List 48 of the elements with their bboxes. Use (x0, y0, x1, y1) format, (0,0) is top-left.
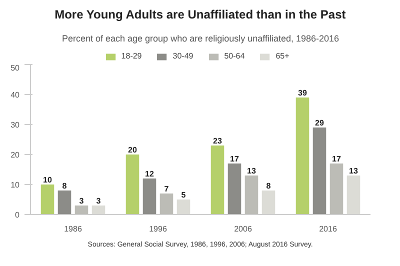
legend-label: 65+ (276, 52, 290, 60)
data-label: 13 (349, 166, 358, 176)
data-label: 3 (96, 196, 102, 206)
data-label: 3 (79, 196, 84, 206)
x-tick-label: 2006 (234, 224, 252, 234)
y-tick-label: 10 (10, 180, 20, 190)
data-label: 29 (315, 118, 324, 128)
bar (40, 184, 54, 214)
x-tick-label: 1986 (64, 224, 82, 234)
data-label: 8 (266, 182, 272, 190)
legend-label: 30-49 (172, 52, 194, 60)
data-label: 39 (298, 88, 308, 98)
data-label: 20 (128, 146, 138, 154)
x-tick-label: 2016 (319, 224, 338, 234)
y-tick-label: 20 (10, 150, 20, 160)
bar (176, 200, 190, 214)
bar (330, 164, 344, 214)
y-tick-label: 40 (10, 90, 20, 100)
bar (58, 190, 72, 214)
bar (296, 98, 310, 214)
y-tick-label: 0 (15, 210, 20, 220)
data-label: 10 (43, 176, 52, 184)
legend-label: 50-64 (224, 52, 245, 60)
data-label: 23 (213, 136, 222, 146)
x-tick-label: 1996 (149, 224, 168, 234)
bar (210, 146, 224, 214)
data-label: 8 (62, 182, 68, 190)
data-label: 13 (247, 166, 256, 176)
y-tick-label: 30 (10, 120, 20, 130)
data-label: 5 (181, 190, 186, 200)
chart-subtitle: Percent of each age group who are religiously unaffiliated, 1986-2016 (62, 34, 340, 44)
bar (312, 128, 326, 214)
data-label: 12 (145, 170, 154, 178)
bar (92, 206, 106, 214)
bar (228, 164, 242, 214)
bar (262, 190, 276, 214)
bar (346, 176, 360, 214)
bar (142, 178, 156, 214)
bar (160, 194, 174, 214)
data-label: 7 (164, 184, 170, 194)
bar (126, 154, 140, 214)
data-label: 17 (230, 154, 240, 164)
chart-title: More Young Adults are Unaffiliated than in the Past (54, 8, 346, 22)
y-tick-label: 50 (10, 64, 20, 72)
bar (74, 206, 88, 214)
data-label: 17 (332, 154, 342, 164)
legend-label: 18-29 (121, 52, 142, 60)
bar (244, 176, 258, 214)
